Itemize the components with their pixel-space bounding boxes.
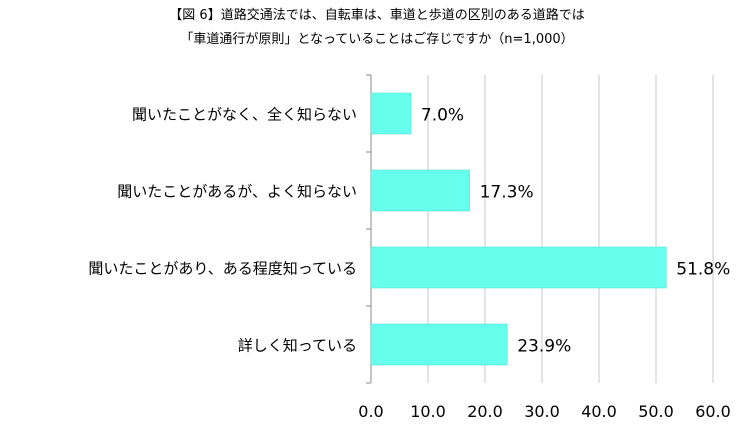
data-label-0: 7.0% bbox=[421, 106, 464, 126]
x-tick-label-6: 60.0 bbox=[695, 402, 731, 421]
category-label-0: 聞いたことがなく、全く知らない bbox=[132, 106, 357, 124]
x-tick-label-0: 0.0 bbox=[358, 402, 383, 421]
data-label-2: 51.8% bbox=[676, 260, 730, 280]
x-tick-label-2: 20.0 bbox=[467, 402, 503, 421]
chart-title-line-2: 「車道通行が原則」となっていることはご存じですか（n=1,000） bbox=[180, 32, 574, 47]
x-tick-label-4: 40.0 bbox=[581, 402, 617, 421]
x-tick-label-5: 50.0 bbox=[638, 402, 674, 421]
chart-title-line-1: 【図 6】道路交通法では、自転車は、車道と歩道の区別のある道路では bbox=[169, 8, 585, 23]
data-label-1: 17.3% bbox=[480, 183, 534, 203]
category-label-1: 聞いたことがあるが、よく知らない bbox=[117, 183, 357, 201]
bar-1 bbox=[370, 169, 470, 212]
bar-0 bbox=[370, 92, 412, 135]
bar-2 bbox=[370, 246, 667, 289]
bar-3 bbox=[370, 323, 508, 366]
data-label-3: 23.9% bbox=[517, 337, 571, 357]
category-label-2: 聞いたことがあり、ある程度知っている bbox=[88, 260, 357, 278]
x-tick-label-3: 30.0 bbox=[524, 402, 560, 421]
category-label-3: 詳しく知っている bbox=[238, 337, 357, 355]
x-tick-label-1: 10.0 bbox=[410, 402, 446, 421]
